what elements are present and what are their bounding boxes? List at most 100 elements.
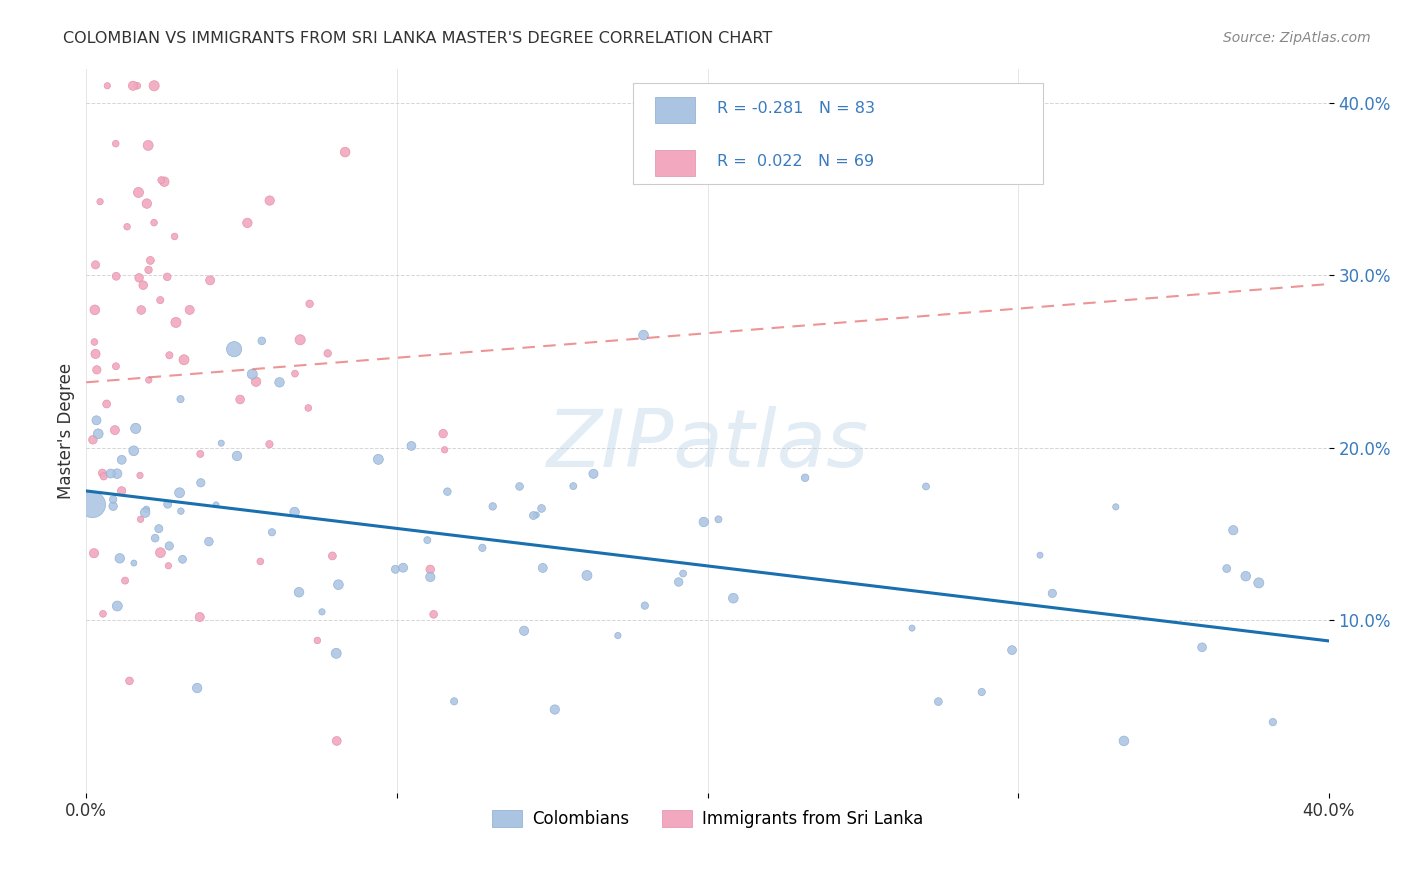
Point [333,145,356,160]
Point [443,694,465,708]
Point [122,443,145,458]
Point [530,501,553,516]
Point [970,685,993,699]
Point [471,541,494,555]
Point [135,196,157,211]
Point [432,426,454,441]
Point [134,506,156,520]
Y-axis label: Master's Degree: Master's Degree [58,362,75,499]
Point [311,605,333,619]
Point [901,621,924,635]
Point [87,426,110,441]
Point [1040,586,1063,600]
Point [707,512,730,526]
Point [668,574,690,589]
Point [321,549,343,563]
Point [288,333,311,347]
Point [169,485,191,500]
Point [165,315,187,329]
Point [269,376,291,390]
Point [83,302,105,317]
Point [316,346,339,360]
Point [129,512,152,526]
Point [198,273,221,287]
Point [419,570,441,584]
Point [524,508,547,522]
Point [794,471,817,485]
Point [240,367,263,381]
Point [326,734,349,748]
Point [298,297,321,311]
Point [401,439,423,453]
FancyBboxPatch shape [633,83,1043,185]
FancyBboxPatch shape [655,96,695,123]
Text: ZIPatlas: ZIPatlas [547,406,869,484]
Point [149,293,172,307]
Point [157,558,180,573]
Point [136,138,159,153]
Point [83,334,105,349]
Point [89,194,111,209]
Point [179,302,201,317]
Point [157,348,180,362]
Point [173,352,195,367]
Point [422,607,444,622]
Point [723,591,745,606]
Point [1001,643,1024,657]
Point [188,447,211,461]
Point [105,269,128,284]
Point [419,562,441,576]
Point [132,278,155,293]
Point [143,216,166,230]
Point [100,467,122,481]
Point [86,413,108,427]
Point [259,437,281,451]
Point [111,483,134,498]
Point [148,522,170,536]
Legend: Colombians, Immigrants from Sri Lanka: Colombians, Immigrants from Sri Lanka [485,804,929,835]
Point [693,515,716,529]
Point [163,229,186,244]
Point [153,175,176,189]
Point [156,497,179,511]
Point [205,498,228,512]
Point [288,585,311,599]
Point [105,467,128,481]
Point [129,303,152,318]
Point [127,78,149,93]
Text: Source: ZipAtlas.com: Source: ZipAtlas.com [1223,31,1371,45]
Point [531,561,554,575]
Point [209,436,232,450]
Point [229,392,252,407]
Point [170,504,193,518]
Point [259,194,281,208]
Point [82,433,104,447]
Point [122,556,145,570]
Point [157,539,180,553]
Point [190,475,212,490]
Point [150,173,173,187]
Point [307,633,329,648]
Point [101,499,124,513]
Text: R =  0.022   N = 69: R = 0.022 N = 69 [717,153,875,169]
Point [1029,548,1052,562]
Point [1247,575,1270,590]
Point [149,546,172,560]
Point [198,534,221,549]
Point [114,574,136,588]
Point [93,469,115,483]
Point [416,533,439,548]
Point [249,554,271,568]
Point [634,599,657,613]
Point [562,479,585,493]
Point [169,392,191,406]
Point [328,577,350,591]
Point [91,607,114,621]
Point [1261,715,1284,730]
Point [135,502,157,516]
Point [84,258,107,272]
Point [367,452,389,467]
Point [104,359,127,374]
Point [325,646,347,660]
Point [1191,640,1213,655]
